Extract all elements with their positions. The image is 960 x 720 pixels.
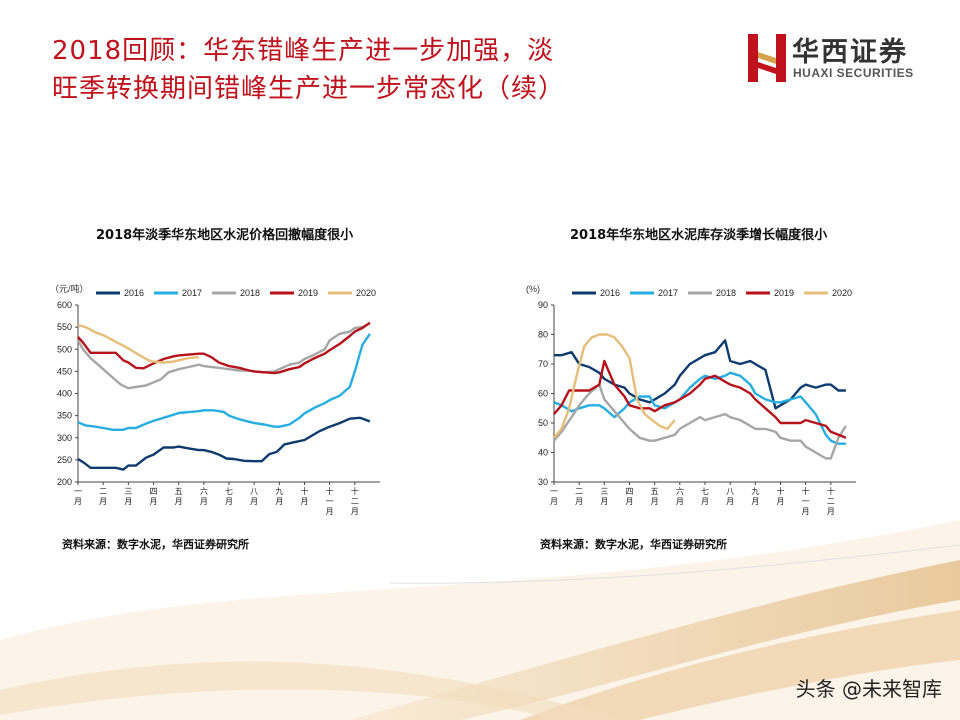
y-tick-label: 500: [57, 344, 72, 354]
y-axis-unit-label: （元/吨）: [50, 283, 89, 294]
x-tick-label: 八月: [250, 487, 258, 506]
y-tick-label: 350: [57, 411, 72, 421]
x-tick-label: 一月: [550, 487, 558, 506]
legend-label-2020: 2020: [832, 288, 852, 298]
x-tick-label: 九月: [751, 487, 759, 506]
chart-1-source: 资料来源：数字水泥，华西证券研究所: [62, 538, 249, 551]
y-axis-unit-label: (%): [526, 284, 540, 294]
y-tick-label: 450: [57, 366, 72, 376]
x-tick-label: 一月: [74, 487, 82, 506]
chart-2-title: 2018年华东地区水泥库存淡季增长幅度很小: [570, 228, 828, 243]
series-line-2019: [77, 321, 371, 375]
y-tick-label: 70: [538, 359, 548, 369]
x-tick-label: 六月: [676, 486, 684, 506]
legend-label-2017: 2017: [182, 288, 202, 298]
y-tick-label: 600: [57, 300, 72, 310]
x-tick-label: 十一月: [802, 486, 810, 516]
legend-label-2016: 2016: [124, 288, 144, 298]
chart-2-source: 资料来源：数字水泥，华西证券研究所: [540, 538, 727, 551]
x-tick-label: 十月: [777, 486, 785, 506]
y-tick-label: 400: [57, 389, 72, 399]
legend-label-2019: 2019: [774, 288, 794, 298]
x-tick-label: 十二月: [351, 486, 359, 516]
x-tick-label: 八月: [726, 487, 734, 506]
x-tick-label: 四月: [626, 487, 634, 506]
series-line-2017: [77, 333, 371, 432]
y-tick-label: 90: [538, 300, 548, 310]
series-line-2016: [554, 339, 846, 410]
x-tick-label: 三月: [124, 487, 132, 506]
legend-label-2016: 2016: [600, 288, 620, 298]
x-tick-label: 五月: [175, 487, 183, 506]
y-tick-label: 30: [538, 477, 548, 487]
page-title-line-1: 2018回顾：华东错峰生产进一步加强，淡: [52, 36, 555, 66]
y-tick-label: 200: [57, 477, 72, 487]
y-tick-label: 300: [57, 433, 72, 443]
legend-label-2018: 2018: [716, 288, 736, 298]
brand-name: 华西证券: [792, 37, 908, 68]
x-tick-label: 七月: [225, 487, 233, 506]
inventory-line-chart: (%) 2016 2017 2018 2019 2020 30 40 50 60 70 80 90 一月二…: [526, 284, 856, 516]
watermark-text: 头条 @未来智库: [795, 677, 942, 701]
page-title-line-2: 旺季转换期间错峰生产进一步常态化（续）: [52, 74, 566, 104]
huaxi-logo-icon: [748, 34, 786, 82]
price-line-chart: （元/吨） 2016 2017 2018 2019 2020 200 250 300 350 400…: [50, 283, 380, 516]
y-tick-label: 60: [538, 389, 548, 399]
x-tick-label: 六月: [200, 486, 208, 506]
y-tick-label: 550: [57, 322, 72, 332]
series-line-2018: [76, 322, 371, 390]
x-tick-label: 十月: [301, 486, 309, 506]
series-line-2017: [553, 371, 846, 445]
legend-label-2018: 2018: [240, 288, 260, 298]
page-title: 2018回顾：华东错峰生产进一步加强，淡 旺季转换期间错峰生产进一步常态化（续）: [52, 32, 692, 108]
series-line-2016: [77, 416, 371, 471]
x-tick-label: 四月: [150, 487, 158, 506]
brand-english-name: HUAXI SECURITIES: [793, 66, 914, 80]
x-tick-label: 二月: [99, 487, 107, 506]
legend-label-2017: 2017: [658, 288, 678, 298]
legend-label-2019: 2019: [298, 288, 318, 298]
x-tick-label: 十一月: [326, 486, 334, 516]
x-tick-label: 十二月: [827, 486, 835, 516]
y-tick-label: 250: [57, 455, 72, 465]
series-line-2020: [553, 333, 676, 439]
series-line-2018: [553, 383, 847, 460]
x-tick-label: 三月: [600, 487, 608, 506]
series-line-2020: [77, 323, 199, 364]
chart-1-title: 2018年淡季华东地区水泥价格回撤幅度很小: [96, 228, 354, 243]
y-tick-label: 80: [538, 330, 548, 340]
x-tick-label: 二月: [575, 487, 583, 506]
x-tick-label: 九月: [275, 487, 283, 506]
series-line-2019: [553, 359, 847, 439]
y-tick-label: 40: [538, 448, 548, 458]
x-tick-label: 七月: [701, 487, 709, 506]
y-tick-label: 50: [538, 418, 548, 428]
x-tick-label: 五月: [651, 487, 659, 506]
legend-label-2020: 2020: [356, 288, 376, 298]
